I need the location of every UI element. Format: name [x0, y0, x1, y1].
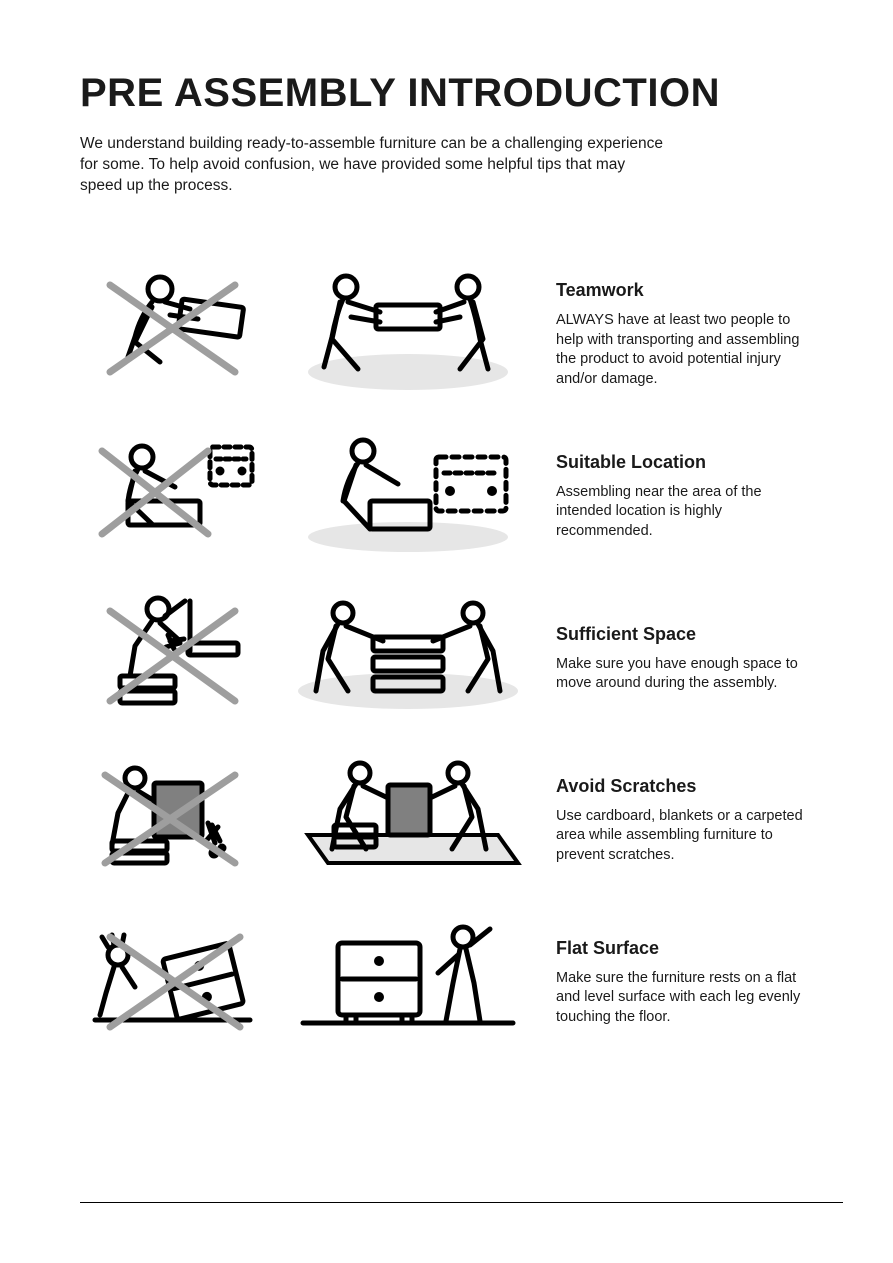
- tip-title: Avoid Scratches: [556, 776, 843, 797]
- tip-row: Flat Surface Make sure the furniture res…: [80, 915, 843, 1045]
- flatsurface-wrong-icon: [80, 915, 260, 1045]
- tip-body: Use cardboard, blankets or a carpeted ar…: [556, 807, 806, 866]
- tip-title: Flat Surface: [556, 938, 843, 959]
- flatsurface-correct-icon: [288, 915, 528, 1045]
- location-correct-icon: [288, 429, 528, 559]
- tip-title: Sufficient Space: [556, 624, 843, 645]
- tip-text: Flat Surface Make sure the furniture res…: [556, 932, 843, 1028]
- scratches-correct-icon: [288, 753, 528, 883]
- space-wrong-icon: [80, 591, 260, 721]
- tip-body: ALWAYS have at least two people to help …: [556, 311, 806, 389]
- space-correct-icon: [288, 591, 528, 721]
- tip-title: Suitable Location: [556, 452, 843, 473]
- tip-row: Sufficient Space Make sure you have enou…: [80, 591, 843, 721]
- tip-body: Assembling near the area of the intended…: [556, 483, 806, 542]
- scratches-wrong-icon: [80, 753, 260, 883]
- page-title: PRE ASSEMBLY INTRODUCTION: [80, 70, 843, 116]
- tips-container: Teamwork ALWAYS have at least two people…: [80, 267, 843, 1045]
- tip-row: Suitable Location Assembling near the ar…: [80, 429, 843, 559]
- tip-title: Teamwork: [556, 280, 843, 301]
- location-wrong-icon: [80, 429, 260, 559]
- teamwork-correct-icon: [288, 267, 528, 397]
- tip-body: Make sure the furniture rests on a flat …: [556, 969, 806, 1028]
- footer-divider: [80, 1202, 843, 1203]
- teamwork-wrong-icon: [80, 267, 260, 397]
- tip-text: Teamwork ALWAYS have at least two people…: [556, 274, 843, 389]
- tip-text: Suitable Location Assembling near the ar…: [556, 446, 843, 542]
- tip-row: Avoid Scratches Use cardboard, blankets …: [80, 753, 843, 883]
- tip-text: Sufficient Space Make sure you have enou…: [556, 618, 843, 694]
- tip-body: Make sure you have enough space to move …: [556, 655, 806, 694]
- tip-text: Avoid Scratches Use cardboard, blankets …: [556, 770, 843, 866]
- tip-row: Teamwork ALWAYS have at least two people…: [80, 267, 843, 397]
- intro-paragraph: We understand building ready-to-assemble…: [80, 134, 670, 197]
